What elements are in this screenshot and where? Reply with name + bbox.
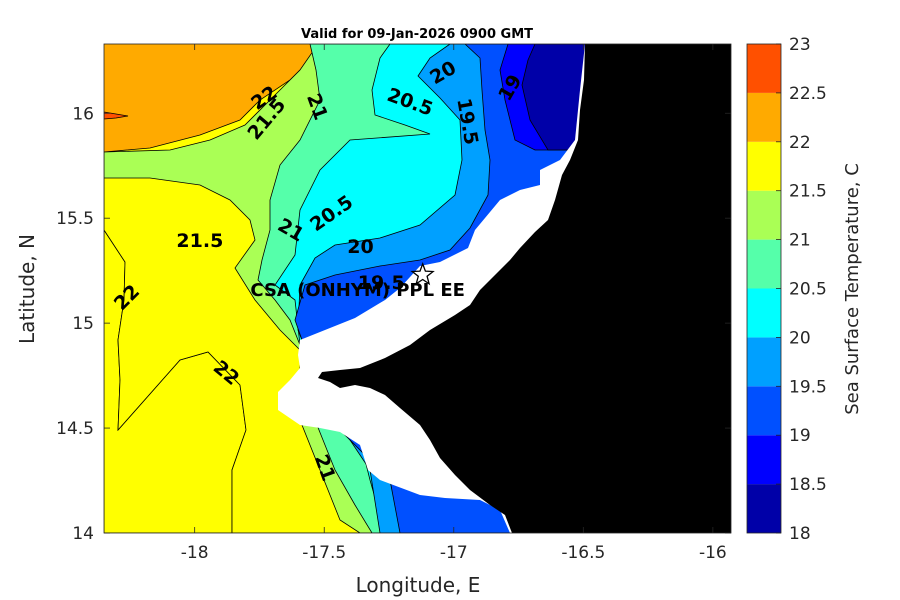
land-mass	[318, 44, 731, 533]
sst-band-22.5-23-north	[104, 111, 129, 120]
colorbar-tick-label: 21.5	[789, 182, 827, 202]
colorbar-segment	[747, 141, 781, 191]
colorbar-segment	[747, 337, 781, 387]
colorbar-segment	[747, 190, 781, 240]
colorbar-segment	[747, 435, 781, 485]
y-tick-label: 14.5	[56, 419, 94, 439]
contour-label: 19.5	[358, 272, 405, 294]
x-tick-label: -18	[181, 543, 209, 563]
x-axis-label: Longitude, E	[356, 573, 481, 597]
x-tick-label: -16.5	[561, 543, 605, 563]
x-tick-label: -17.5	[302, 543, 346, 563]
colorbar-tick-label: 20.5	[789, 280, 827, 300]
colorbar-tick-label: 20	[789, 328, 811, 348]
y-tick-label: 15.5	[56, 209, 94, 229]
x-axis-ticks: -18 -17.5 -17 -16.5 -16	[181, 44, 727, 563]
colorbar-tick-label: 18	[789, 524, 811, 544]
colorbar-tick-label: 19.5	[789, 377, 827, 397]
colorbar-segment	[747, 484, 781, 533]
x-tick-label: -16	[699, 543, 727, 563]
colorbar-tick-label: 22	[789, 133, 811, 153]
colorbar-segment	[747, 92, 781, 142]
plot-frame	[103, 43, 732, 534]
map-layer	[104, 44, 731, 533]
colorbar-segment	[747, 386, 781, 436]
y-tick-label: 16	[72, 104, 94, 124]
y-axis-ticks: 14 14.5 15 15.5 16	[56, 104, 731, 544]
contour-label: 21.5	[176, 230, 223, 252]
colorbar-segment	[747, 239, 781, 289]
y-tick-label: 15	[72, 314, 94, 334]
colorbar-tick-label: 18.5	[789, 475, 827, 495]
colorbar-segment	[747, 44, 781, 93]
y-axis-label: Latitude, N	[15, 234, 39, 344]
colorbar: 18 18.5 19 19.5 20 20.5 21 21.5 22 22.5 23	[746, 35, 827, 544]
site-star-marker	[410, 262, 435, 286]
site-label: CSA (ONHYM) PPL EE	[250, 280, 465, 301]
x-tick-label: -17	[440, 543, 468, 563]
colorbar-label: Sea Surface Temperature, C	[842, 163, 863, 415]
colorbar-tick-label: 21	[789, 231, 811, 251]
contour-label: 20	[347, 236, 373, 258]
y-tick-label: 14	[72, 524, 94, 544]
site-group: CSA (ONHYM) PPL EE	[250, 262, 465, 301]
colorbar-tick-label: 22.5	[789, 84, 827, 104]
colorbar-tick-label: 19	[789, 426, 811, 446]
chart-title: Valid for 09-Jan-2026 0900 GMT	[301, 27, 533, 42]
colorbar-tick-label: 23	[789, 35, 811, 55]
colorbar-segment	[747, 288, 781, 338]
